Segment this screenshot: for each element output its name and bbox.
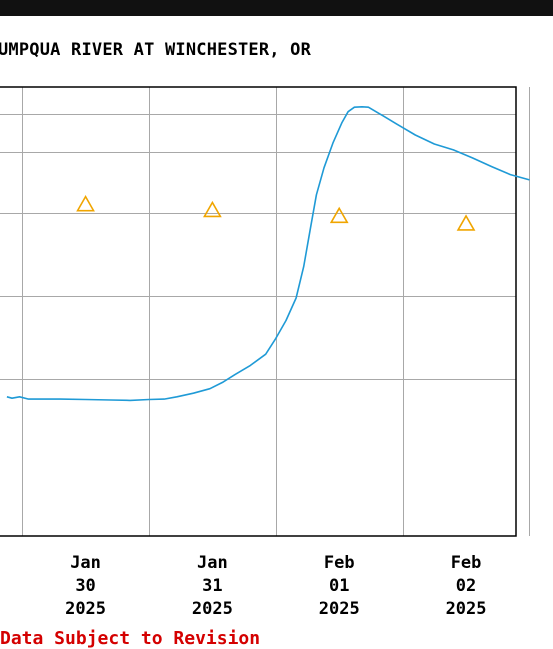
observed-line	[6, 106, 530, 402]
x-tick-label-3-1: 02	[456, 576, 476, 596]
x-tick-label-0-0: Jan	[70, 553, 101, 573]
x-tick-label-2-2: 2025	[319, 599, 360, 619]
x-tick-label-0-2: 2025	[65, 599, 106, 619]
window-top-bar	[0, 0, 553, 16]
x-tick-label-1-2: 2025	[192, 599, 233, 619]
x-tick-label-1-1: 31	[202, 576, 222, 596]
forecast-point-1	[203, 200, 222, 218]
x-tick-label-3-2: 2025	[446, 599, 487, 619]
x-tick-label-2-1: 01	[329, 576, 349, 596]
x-tick-label-3-0: Feb	[451, 553, 482, 573]
data-disclaimer: Data Subject to Revision	[0, 628, 261, 649]
forecast-point-2	[329, 206, 349, 224]
x-tick-label-1-0: Jan	[197, 553, 228, 573]
plot-frame	[0, 86, 517, 537]
x-tick-label-2-0: Feb	[324, 553, 355, 573]
page-title: UMPQUA RIVER AT WINCHESTER, OR	[0, 40, 312, 60]
x-tick-label-0-1: 30	[75, 576, 95, 596]
forecast-point-0	[76, 195, 95, 212]
forecast-point-3	[456, 214, 476, 231]
